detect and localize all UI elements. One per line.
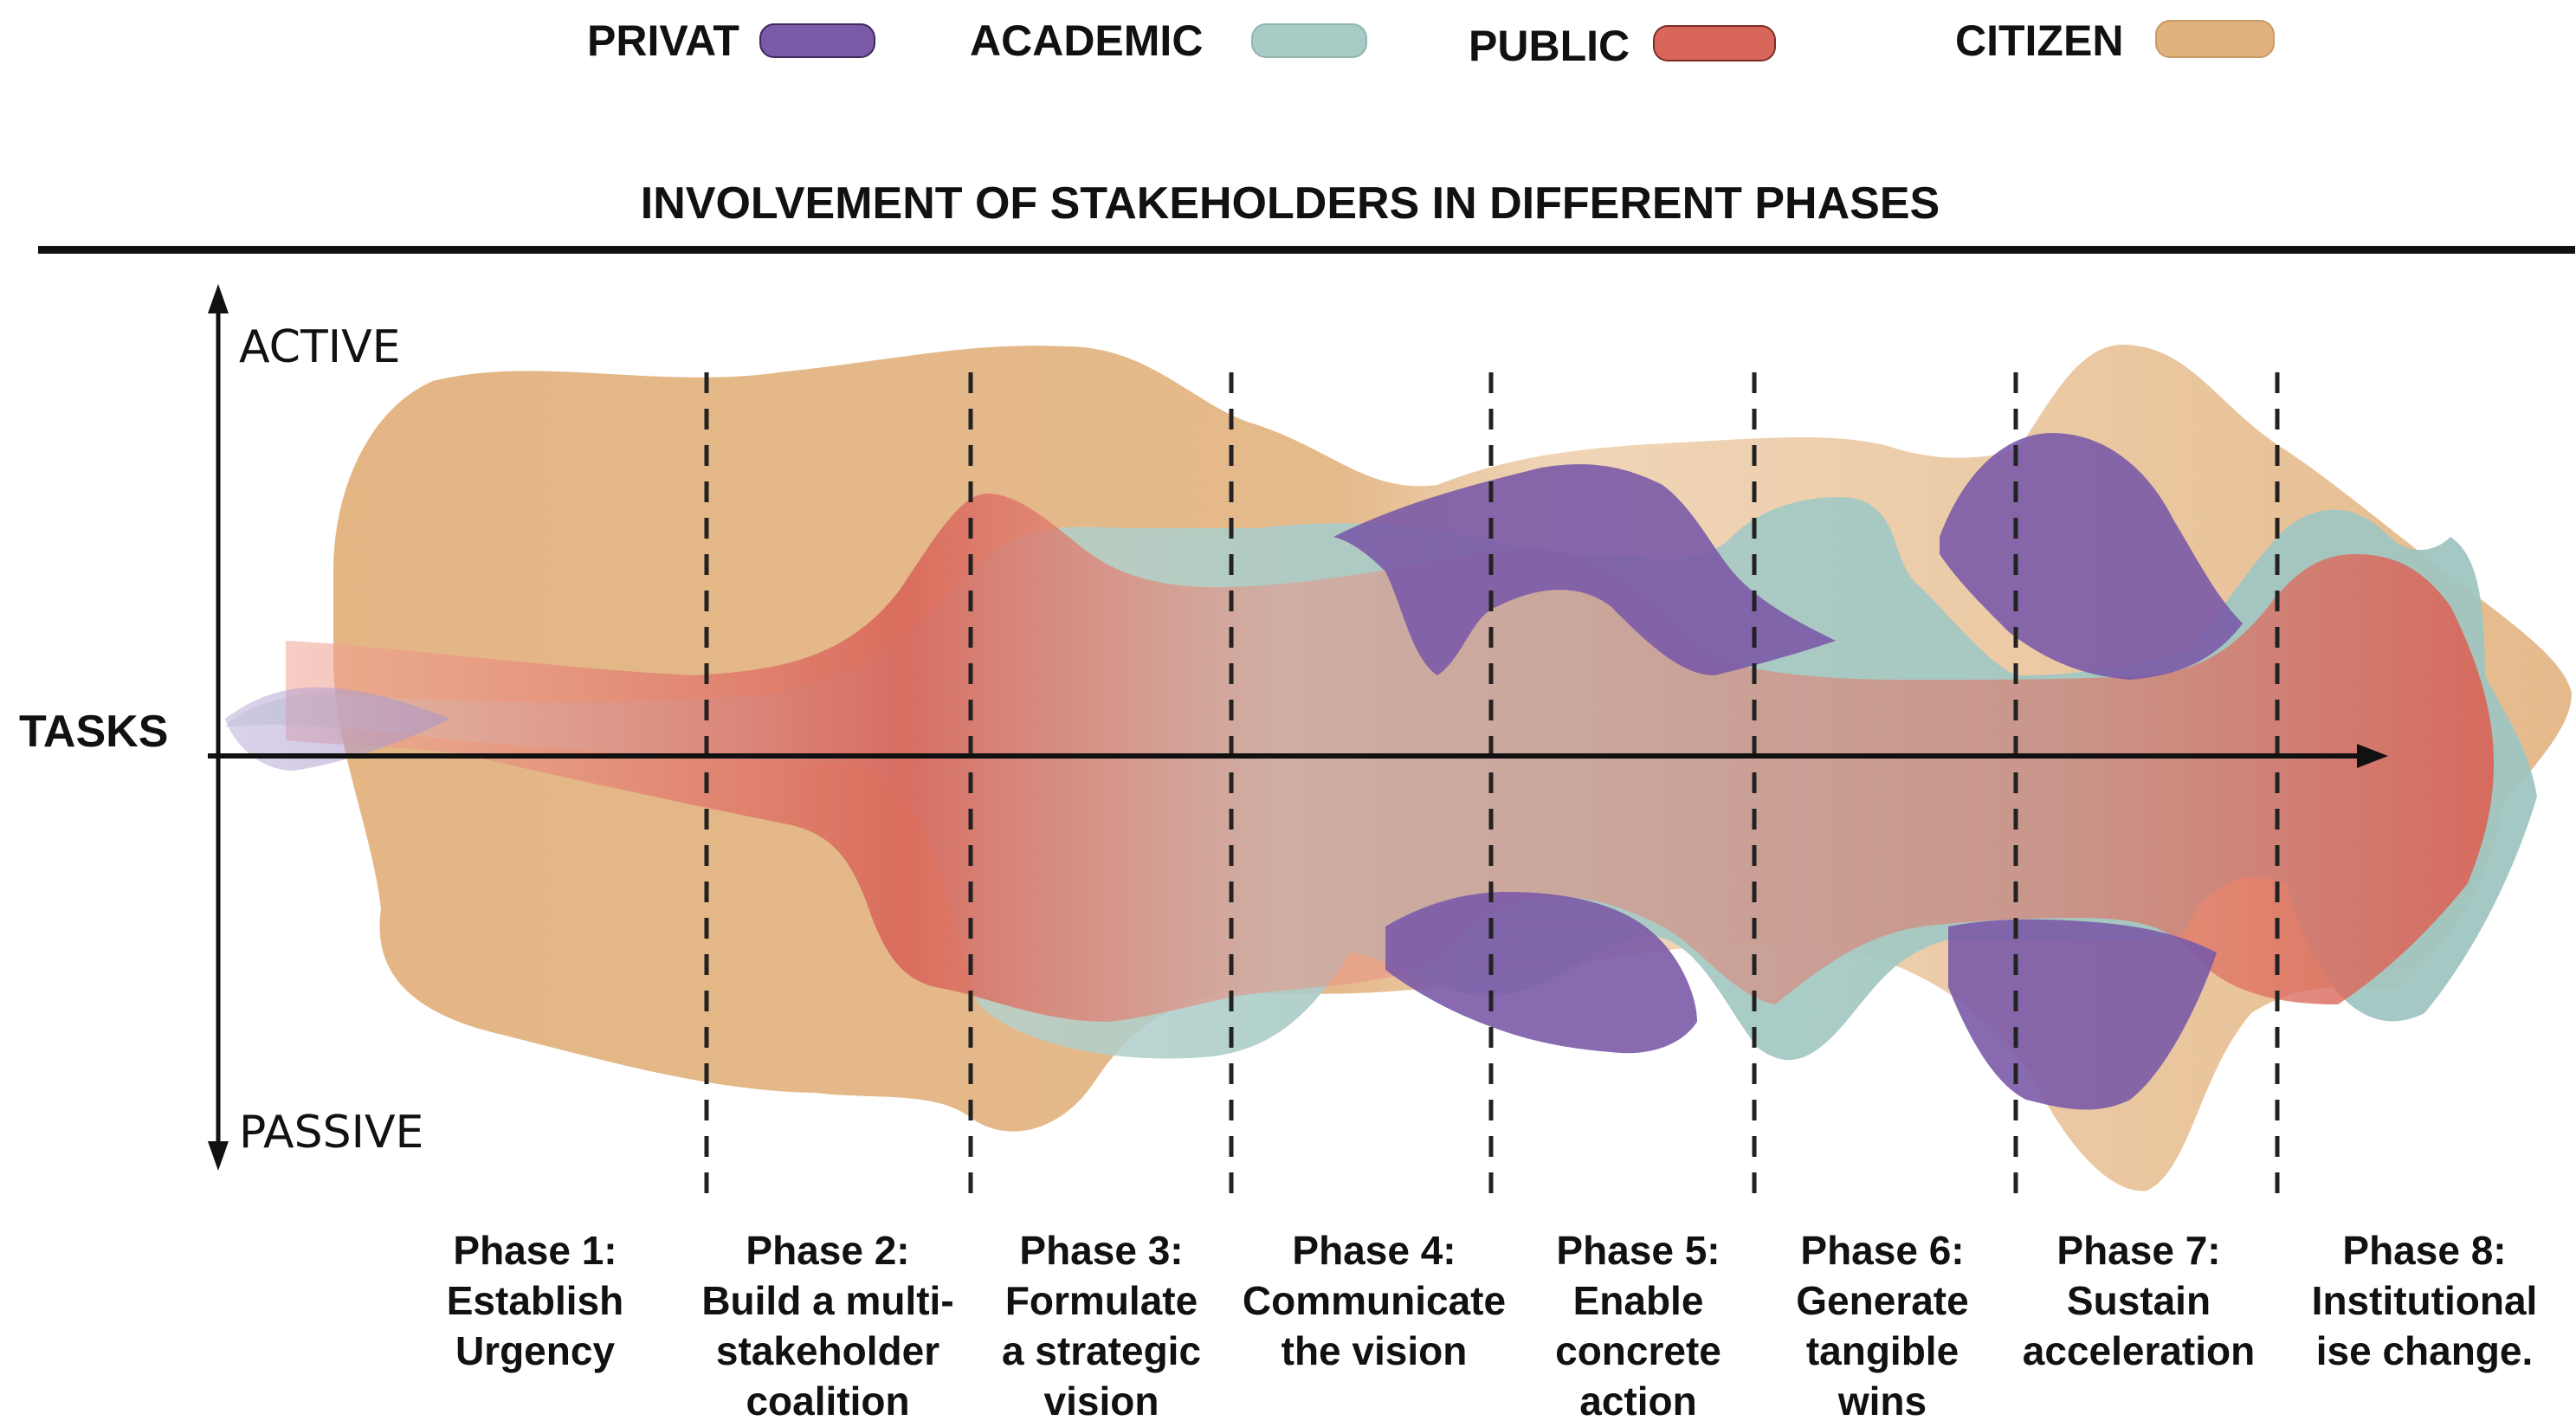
phase-number: Phase 8: <box>2342 1228 2506 1273</box>
legend-label-privat: PRIVAT <box>587 16 739 65</box>
phase-number: Phase 4: <box>1292 1228 1456 1273</box>
phase-separators <box>704 372 2280 1208</box>
phase-description-line: tangible <box>1806 1328 1959 1373</box>
legend-label-citizen: CITIZEN <box>1955 16 2123 65</box>
phase-label: Phase 5: Enable concrete action <box>1555 1228 1721 1424</box>
phase-description-line: concrete <box>1555 1328 1721 1373</box>
legend-label-public: PUBLIC <box>1469 22 1630 70</box>
phase-description-line: Enable <box>1573 1278 1704 1323</box>
phase-description-line: a strategic <box>1002 1328 1201 1373</box>
phase-description-line: wins <box>1837 1379 1927 1424</box>
phase-description-line: vision <box>1044 1379 1159 1424</box>
y-axis-arrow-up <box>208 284 229 313</box>
y-axis-bottom-label: PASSIVE <box>239 1107 423 1159</box>
phase-description-line: Urgency <box>455 1328 615 1373</box>
stakeholder-bands <box>225 345 2572 1191</box>
legend-swatch-public <box>1653 25 1776 61</box>
phase-number: Phase 7: <box>2056 1228 2220 1273</box>
phase-label: Phase 3: Formulate a strategic vision <box>1002 1228 1201 1424</box>
phase-number: Phase 5: <box>1556 1228 1720 1273</box>
legend-swatch-academic <box>1251 23 1367 58</box>
legend-swatch-privat <box>759 23 875 58</box>
x-axis-arrow <box>2357 744 2388 768</box>
phase-description-line: action <box>1579 1379 1696 1424</box>
phase-label: Phase 6: Generate tangible wins <box>1796 1228 1968 1424</box>
phase-description-line: Build a multi- <box>701 1278 953 1323</box>
legend-label-academic: ACADEMIC <box>970 16 1203 65</box>
phase-description-line: ise change. <box>2316 1328 2534 1373</box>
band-privat <box>225 433 2243 1110</box>
x-axis-label: TASKS <box>19 707 168 757</box>
y-axis-top-label: ACTIVE <box>239 321 401 373</box>
phase-description-line: stakeholder <box>716 1328 939 1373</box>
phase-number: Phase 6: <box>1800 1228 1964 1273</box>
y-axis-arrow-down <box>208 1141 229 1171</box>
phase-label: Phase 4: Communicate the vision <box>1243 1228 1506 1373</box>
phase-description-line: Generate <box>1796 1278 1968 1323</box>
phase-label: Phase 8: Institutional ise change. <box>2312 1228 2538 1373</box>
phase-label: Phase 7: Sustain acceleration <box>2023 1228 2255 1373</box>
axes <box>208 284 2388 1171</box>
phase-number: Phase 2: <box>746 1228 909 1273</box>
phase-description-line: Formulate <box>1005 1278 1198 1323</box>
phase-description-line: Sustain <box>2067 1278 2211 1323</box>
phase-description-line: Establish <box>447 1278 624 1323</box>
chart-title: INVOLVEMENT OF STAKEHOLDERS IN DIFFERENT… <box>641 178 1940 229</box>
legend: PRIVAT ACADEMIC PUBLIC CITIZEN <box>587 16 2275 70</box>
phase-labels: Phase 1: Establish Urgency Phase 2: Build a … <box>447 1228 2538 1424</box>
phase-number: Phase 3: <box>1019 1228 1183 1273</box>
phase-description-line: the vision <box>1282 1328 1468 1373</box>
phase-description-line: acceleration <box>2023 1328 2255 1373</box>
legend-swatch-citizen <box>2155 20 2275 58</box>
title-rule <box>38 246 2575 254</box>
phase-number: Phase 1: <box>453 1228 617 1273</box>
phase-label: Phase 1: Establish Urgency <box>447 1228 624 1373</box>
phase-description-line: Communicate <box>1243 1278 1506 1323</box>
phase-label: Phase 2: Build a multi-stakeholder coaliti… <box>701 1228 953 1424</box>
phase-description-line: Institutional <box>2312 1278 2538 1323</box>
phase-description-line: coalition <box>746 1379 909 1424</box>
